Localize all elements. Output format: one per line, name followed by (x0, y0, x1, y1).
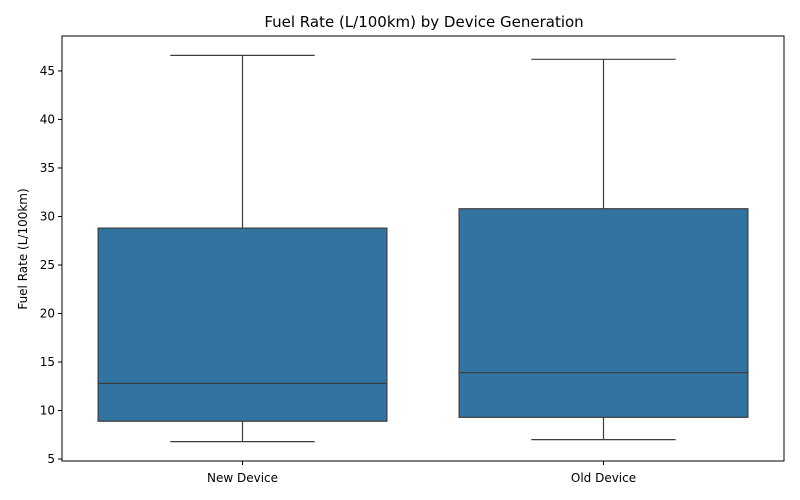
y-tick-label: 40 (40, 112, 55, 126)
plot-area: 5 10 15 20 25 30 35 40 45 New Device Old Device (40, 35, 785, 485)
box-old-device (458, 208, 749, 418)
x-tick-label: New Device (207, 471, 278, 485)
y-tick-label: 35 (40, 161, 55, 175)
plot-frame (61, 35, 785, 462)
y-tick-label: 5 (47, 452, 55, 466)
box-new-device (97, 227, 388, 422)
x-tick-label: Old Device (571, 471, 636, 485)
y-axis-label: Fuel Rate (L/100km) (16, 188, 30, 309)
y-tick-label: 20 (40, 307, 55, 321)
y-tick-label: 10 (40, 404, 55, 418)
y-tick-label: 25 (40, 258, 55, 272)
chart-title: Fuel Rate (L/100km) by Device Generation (264, 13, 583, 31)
y-tick-label: 45 (40, 64, 55, 78)
y-tick-label: 15 (40, 355, 55, 369)
y-tick-label: 30 (40, 209, 55, 223)
